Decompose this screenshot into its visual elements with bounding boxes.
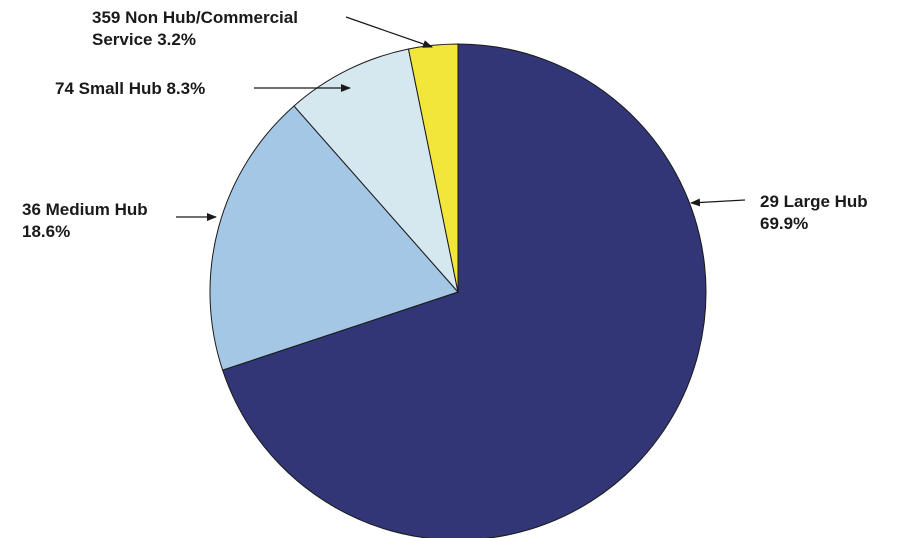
label-large-hub: 29 Large Hub 69.9% xyxy=(760,192,872,233)
leader-non-hub-commercial xyxy=(345,16,433,48)
leader-large-hub xyxy=(690,198,746,207)
label-medium-hub-line2: 18.6% xyxy=(22,222,70,241)
slice-small-hub xyxy=(293,48,459,294)
label-non-hub-commercial-line2: Service 3.2% xyxy=(92,30,196,49)
label-non-hub-commercial-line1: 359 Non Hub/Commercial xyxy=(92,8,298,27)
leader-lines xyxy=(176,16,746,221)
label-large-hub-line1: 29 Large Hub xyxy=(760,192,868,211)
label-large-hub-line2: 69.9% xyxy=(760,214,808,233)
label-medium-hub-line1: 36 Medium Hub xyxy=(22,200,148,219)
label-non-hub-commercial: 359 Non Hub/Commercial Service 3.2% xyxy=(92,8,303,49)
label-small-hub-line1: 74 Small Hub 8.3% xyxy=(55,79,205,98)
slice-medium-hub xyxy=(209,105,459,371)
slice-labels: 29 Large Hub 69.9% 36 Medium Hub 18.6% 7… xyxy=(22,8,872,241)
pie-slices xyxy=(209,43,707,538)
label-small-hub: 74 Small Hub 8.3% xyxy=(55,79,205,98)
label-medium-hub: 36 Medium Hub 18.6% xyxy=(22,200,152,241)
slice-large-hub xyxy=(221,43,707,538)
slice-non-hub-commercial xyxy=(407,43,459,293)
